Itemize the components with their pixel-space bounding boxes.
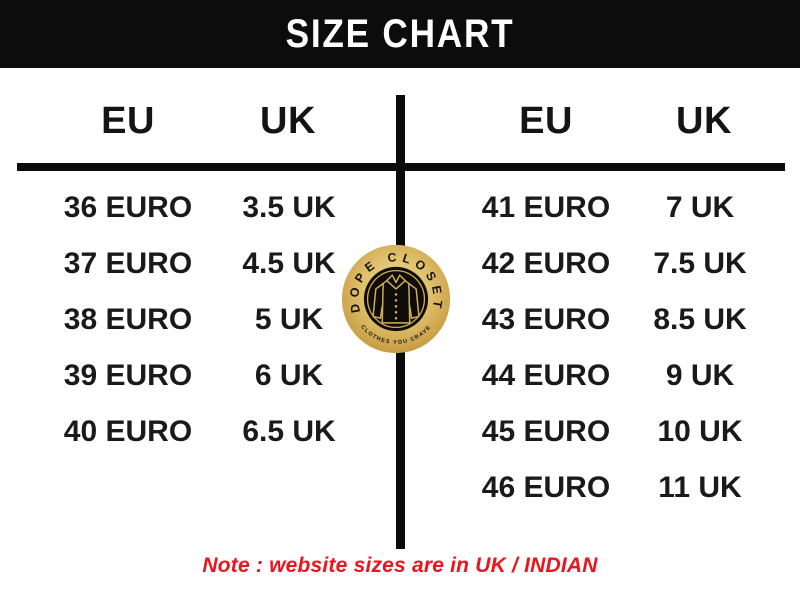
size-cell-uk: 8.5 UK <box>653 303 747 336</box>
size-cell-uk: 10 UK <box>657 415 743 448</box>
size-cell-eu: 44 EURO <box>481 359 611 392</box>
size-cell-eu: 42 EURO <box>481 247 611 280</box>
size-cell-eu: 39 EURO <box>63 359 193 392</box>
size-cell-eu: 38 EURO <box>63 303 193 336</box>
size-cell-eu: 40 EURO <box>63 415 193 448</box>
right-uk-column: 7 UK 7.5 UK 8.5 UK 9 UK 10 UK 11 UK <box>600 180 800 516</box>
left-eu-header: EU <box>101 100 155 142</box>
dope-closet-logo: DOPE CLOSET CLOTHES YOU CRAVE <box>341 244 451 354</box>
left-uk-header: UK <box>260 100 316 142</box>
shirt-icon <box>372 274 420 324</box>
size-cell-uk: 7 UK <box>665 191 735 224</box>
size-cell-eu: 45 EURO <box>481 415 611 448</box>
right-eu-header: EU <box>519 100 573 142</box>
right-eu-column: 41 EURO 42 EURO 43 EURO 44 EURO 45 EURO … <box>446 180 646 516</box>
size-cell-uk: 9 UK <box>665 359 735 392</box>
size-cell-uk: 7.5 UK <box>653 247 747 280</box>
logo-inner-circle <box>363 266 429 332</box>
title-bar: SIZE CHART <box>0 0 800 68</box>
shirt-buttons <box>394 293 398 320</box>
size-cell-eu: 41 EURO <box>481 191 611 224</box>
left-uk-column: 3.5 UK 4.5 UK 5 UK 6 UK 6.5 UK <box>189 180 389 460</box>
size-cell-eu: 37 EURO <box>63 247 193 280</box>
size-cell-eu: 46 EURO <box>481 471 611 504</box>
size-cell-eu: 43 EURO <box>481 303 611 336</box>
left-eu-column: 36 EURO 37 EURO 38 EURO 39 EURO 40 EURO <box>28 180 228 460</box>
size-cell-uk: 11 UK <box>658 471 742 504</box>
size-cell-uk: 6.5 UK <box>242 415 336 448</box>
footer-note: Note : website sizes are in UK / INDIAN <box>202 554 598 577</box>
logo-gold-ring <box>366 269 426 329</box>
size-cell-uk: 4.5 UK <box>242 247 336 280</box>
right-uk-header: UK <box>676 100 732 142</box>
page-title: SIZE CHART <box>285 11 515 56</box>
size-cell-uk: 3.5 UK <box>242 191 336 224</box>
size-cell-uk: 6 UK <box>254 359 324 392</box>
size-cell-uk: 5 UK <box>254 303 324 336</box>
size-cell-eu: 36 EURO <box>63 191 193 224</box>
